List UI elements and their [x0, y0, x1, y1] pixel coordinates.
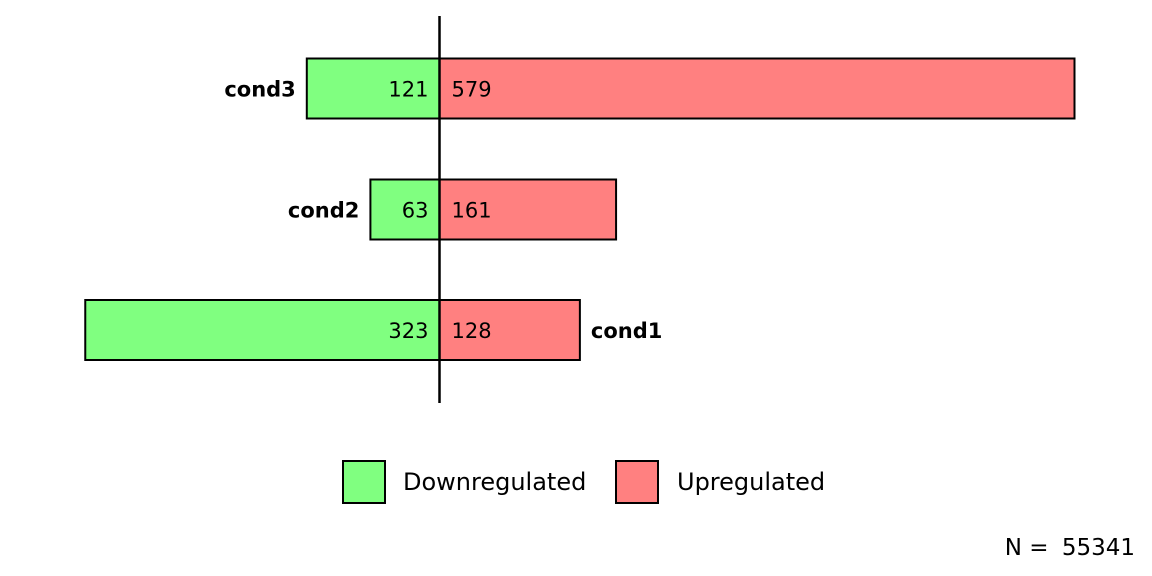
value-label-downregulated-cond2: 63 — [402, 199, 429, 223]
value-label-downregulated-cond1: 323 — [388, 319, 428, 343]
value-label-upregulated-cond3: 579 — [452, 78, 492, 102]
category-label-cond3: cond3 — [224, 78, 295, 102]
value-label-upregulated-cond1: 128 — [452, 319, 492, 343]
total-count-prefix: N = — [1005, 535, 1056, 561]
bar-upregulated-cond3 — [438, 57, 1076, 120]
bar-upregulated-cond2 — [438, 178, 618, 241]
category-label-cond1: cond1 — [591, 319, 662, 343]
legend-label-upregulated: Upregulated — [677, 468, 825, 496]
legend-label-downregulated: Downregulated — [403, 468, 586, 496]
legend-swatch-upregulated — [615, 460, 659, 504]
labels-group: 323 128 cond1 63 161 cond2 121 579 cond3 — [224, 78, 662, 344]
legend-swatch-downregulated — [342, 460, 386, 504]
value-label-upregulated-cond2: 161 — [452, 199, 492, 223]
bar-downregulated-cond1 — [84, 299, 441, 361]
total-count-value: 55341 — [1062, 535, 1135, 561]
bar-downregulated-cond2 — [369, 178, 441, 241]
value-label-downregulated-cond3: 121 — [388, 78, 428, 102]
bars-group — [84, 57, 1076, 361]
total-count-label: N = 55341 — [1005, 535, 1135, 561]
category-label-cond2: cond2 — [288, 199, 359, 223]
legend: Downregulated Upregulated — [342, 460, 825, 504]
